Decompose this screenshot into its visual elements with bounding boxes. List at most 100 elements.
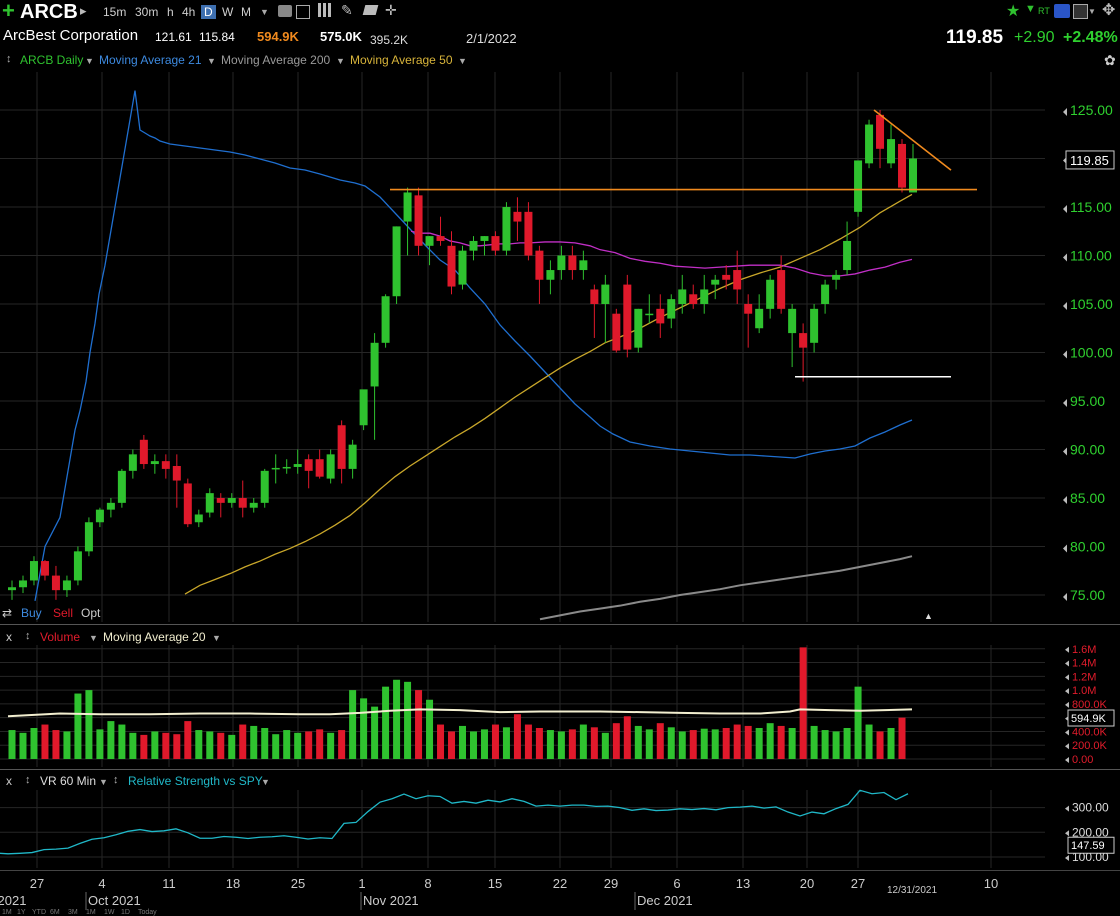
price-tick-label: 95.00: [1070, 393, 1105, 409]
x-tick-label: 6: [673, 876, 680, 891]
opt-button[interactable]: Opt: [81, 606, 101, 620]
volume-ma-dropdown-icon[interactable]: ▼: [212, 633, 221, 643]
calendar-icon[interactable]: [296, 5, 310, 19]
candle-body: [612, 313, 621, 351]
series-dropdown-icon[interactable]: ▼: [85, 56, 94, 66]
x-month-label: 2021: [0, 893, 26, 908]
volume-reorder-icon[interactable]: ↕: [25, 630, 31, 642]
ma200-dropdown-icon[interactable]: ▼: [336, 56, 345, 66]
candle-body: [557, 255, 566, 271]
timeframe-dropdown-icon[interactable]: ▼: [260, 7, 269, 17]
trade-arrow-icon[interactable]: ⇄: [2, 606, 13, 620]
candle-body: [898, 143, 907, 188]
candle-body: [535, 250, 544, 280]
candle-body: [315, 459, 324, 477]
legend-ma21[interactable]: Moving Average 21: [99, 53, 202, 67]
candle-body: [172, 465, 181, 481]
volume-tag: 594.9K: [1071, 713, 1107, 725]
timeframe-4h[interactable]: 4h: [182, 5, 196, 19]
volume-bar: [294, 732, 302, 759]
tick-arrow-icon: [1065, 830, 1069, 837]
share-icon[interactable]: ✛: [385, 2, 397, 18]
pane-divider[interactable]: [0, 769, 1120, 770]
volume-bar: [821, 730, 829, 759]
tick-arrow-icon: [1063, 205, 1067, 213]
rs-close-button[interactable]: x: [6, 774, 12, 788]
volume-bar: [799, 647, 807, 759]
timeframe-m[interactable]: M: [241, 5, 251, 19]
add-symbol-icon[interactable]: +: [2, 0, 15, 23]
candle-body: [645, 313, 654, 316]
candle-body: [799, 333, 808, 348]
quote-date: 2/1/2022: [466, 31, 517, 46]
vr-dropdown-icon[interactable]: ▼: [99, 777, 108, 787]
candle-body: [491, 236, 500, 251]
volume-dropdown-icon[interactable]: ▼: [89, 633, 98, 643]
volume-legend[interactable]: Volume: [40, 630, 81, 644]
candle-body: [865, 124, 874, 164]
purple-ma-line: [410, 230, 913, 277]
legend-ma50[interactable]: Moving Average 50: [350, 53, 453, 67]
candle-body: [546, 270, 555, 280]
last-price: 119.85: [946, 27, 1004, 48]
candle-body: [876, 114, 885, 149]
volume-ma-legend[interactable]: Moving Average 20: [103, 630, 206, 644]
reorder-icon[interactable]: ↕: [6, 53, 12, 65]
tick-arrow-icon: [1063, 544, 1067, 553]
quote-volume-white: 575.0K: [320, 29, 362, 44]
volume-bar: [513, 714, 521, 759]
pane-divider[interactable]: [0, 624, 1120, 625]
candle-body: [128, 454, 137, 471]
price-tick-label: 75.00: [1070, 587, 1105, 603]
x-tick-label: 20: [800, 876, 814, 891]
timeframe-30m[interactable]: 30m: [135, 5, 159, 19]
volume-close-button[interactable]: x: [6, 630, 12, 644]
speaker-icon[interactable]: ▸: [80, 3, 87, 18]
volume-bar: [327, 732, 335, 759]
timeframe-h[interactable]: h: [167, 5, 174, 19]
move-icon[interactable]: ✥: [1102, 2, 1116, 19]
rs-tick-label: 300.00: [1072, 801, 1109, 815]
legend-ma200[interactable]: Moving Average 200: [221, 53, 331, 67]
x-month-label: Oct 2021: [88, 893, 141, 908]
timeframe-w[interactable]: W: [222, 5, 234, 19]
x-tick-label: 1: [358, 876, 365, 891]
ma21-dropdown-icon[interactable]: ▼: [207, 56, 216, 66]
layout-dropdown-icon[interactable]: ▼: [1088, 7, 1096, 16]
save-icon[interactable]: [1073, 4, 1088, 19]
legend-series[interactable]: ARCB Daily: [20, 53, 84, 67]
vr-legend[interactable]: VR 60 Min: [40, 774, 97, 788]
rs-dropdown-icon[interactable]: ▼: [261, 777, 270, 787]
timeframe-15m[interactable]: 15m: [103, 5, 127, 19]
candle-body: [601, 284, 610, 304]
ma50-dropdown-icon[interactable]: ▼: [458, 56, 467, 66]
candle-body: [216, 498, 225, 503]
volume-bar: [876, 731, 884, 759]
buy-button[interactable]: Buy: [21, 606, 42, 620]
spy-compare-icon[interactable]: [1054, 4, 1070, 18]
rt-icon[interactable]: ▼: [1025, 3, 1036, 15]
rs-legend[interactable]: Relative Strength vs SPY: [128, 774, 263, 788]
volume-bar: [140, 734, 148, 759]
scroll-marker-icon[interactable]: ▲: [924, 611, 933, 621]
quote-low: 115.84: [199, 30, 235, 44]
volume-bar: [733, 724, 741, 759]
candle-body: [260, 470, 269, 503]
star-icon[interactable]: ★: [1006, 3, 1021, 20]
candle-body: [326, 454, 335, 479]
candle-body: [667, 299, 676, 319]
volume-bar: [206, 731, 214, 759]
layers-icon[interactable]: [362, 5, 379, 15]
pencil-icon[interactable]: ✎: [341, 2, 353, 18]
volume-bar: [854, 686, 862, 759]
palette-icon[interactable]: ✿: [1104, 52, 1116, 68]
chart-type-icon[interactable]: [278, 5, 292, 17]
timeframe-d[interactable]: D: [201, 5, 216, 19]
sell-button[interactable]: Sell: [53, 606, 74, 620]
symbol-label[interactable]: ARCB: [20, 1, 78, 23]
rs-reorder-icon-2[interactable]: ↕: [113, 774, 119, 786]
tick-arrow-icon: [1063, 350, 1067, 359]
x-tick-label: 18: [226, 876, 240, 891]
rs-reorder-icon[interactable]: ↕: [25, 774, 31, 786]
grid-icon[interactable]: [318, 3, 331, 17]
